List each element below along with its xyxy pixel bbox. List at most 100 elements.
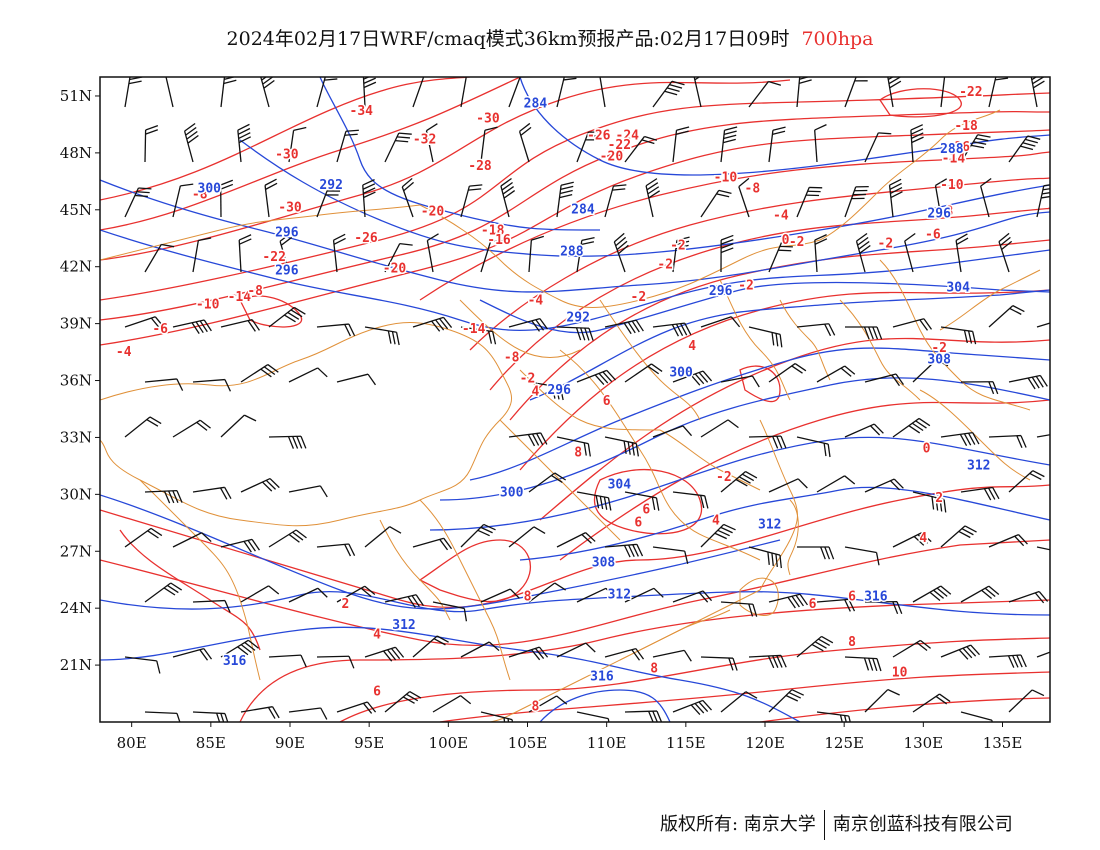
wind-barb-staff xyxy=(279,241,290,273)
wind-barb-feather xyxy=(534,648,545,659)
wind-barb-staff xyxy=(264,185,270,218)
wind-barb-feather xyxy=(972,432,980,445)
wind-barb-staff xyxy=(237,130,242,163)
wind-barb-staff xyxy=(1008,374,1041,383)
wind-barb-feather xyxy=(627,441,631,455)
wind-barb-feather xyxy=(170,582,183,591)
wind-barb-feather xyxy=(868,326,874,340)
wind-barb-feather xyxy=(554,472,567,481)
wind-barb-feather xyxy=(676,126,690,131)
wind-barb-staff xyxy=(748,654,781,658)
lat-tick-label: 48N xyxy=(60,144,92,162)
wind-barb-feather xyxy=(785,694,799,702)
wind-barb-feather xyxy=(383,650,393,662)
temperature-label: -2 xyxy=(878,237,894,252)
wind-barb-staff xyxy=(124,187,140,218)
wind-barb-feather xyxy=(502,186,514,195)
wind-barb-feather xyxy=(538,646,549,658)
temperature-label: 8 xyxy=(650,662,658,677)
temperature-label: -30 xyxy=(278,201,302,216)
wind-barb-feather xyxy=(191,322,200,334)
wind-barb-feather xyxy=(225,72,238,75)
wind-barb-staff xyxy=(672,130,678,163)
wind-barb-staff xyxy=(362,185,366,218)
wind-barb-feather xyxy=(167,584,179,594)
wind-barb-feather xyxy=(402,696,415,704)
wind-barb-feather xyxy=(616,240,628,251)
wind-barb-feather xyxy=(780,435,787,449)
wind-barb-feather xyxy=(716,193,730,198)
wind-barb-staff xyxy=(624,136,645,163)
wind-barb-feather xyxy=(890,186,903,195)
wind-barb-feather xyxy=(863,657,870,671)
temperature-label: 6 xyxy=(809,597,817,612)
wind-barb-staff xyxy=(720,601,753,605)
wind-barb-feather xyxy=(362,183,376,190)
wind-barb-feather xyxy=(1041,192,1050,195)
wind-barb-feather xyxy=(971,144,985,149)
temperature-label: -26 xyxy=(587,129,611,144)
wind-barb-feather xyxy=(519,122,531,132)
wind-barb-feather xyxy=(431,320,441,332)
wind-barb-feather xyxy=(694,702,705,714)
temperature-labels: -34-30-32 -26 -24-22-20-30-28-8-30 -20-18-1… xyxy=(114,83,984,716)
wind-barb-staff xyxy=(720,691,747,713)
wind-barb-feather xyxy=(435,319,445,331)
latitude-ticks: 51N 48N 45N 42N 39N 36N 33N 30N 27N 24N 21N xyxy=(60,87,100,674)
wind-barb-feather xyxy=(387,649,397,661)
wind-barb-feather xyxy=(280,236,293,246)
wind-barb-staff xyxy=(855,240,866,273)
wind-barb-staff xyxy=(720,130,726,163)
lon-tick-label: 120E xyxy=(745,734,785,752)
wind-barb-feather xyxy=(224,77,237,80)
height-label: 284 xyxy=(524,96,548,111)
wind-barb-feather xyxy=(237,127,251,135)
wind-barb-feather xyxy=(527,434,536,447)
wind-barb-feather xyxy=(348,543,356,556)
wind-barb-feather xyxy=(565,74,578,76)
wind-barb-feather xyxy=(628,544,635,558)
wind-barb-staff xyxy=(192,711,225,715)
wind-barb-feather xyxy=(980,177,992,187)
wind-barb-feather xyxy=(723,523,736,531)
wind-barb-feather xyxy=(176,378,184,391)
wind-barb-feather xyxy=(403,181,414,192)
wind-barb-staff xyxy=(624,363,652,383)
wind-barb-staff xyxy=(912,359,937,383)
wind-barb-feather xyxy=(635,443,640,457)
wind-barb-feather xyxy=(147,530,159,539)
wind-barb-feather xyxy=(732,658,738,671)
wind-barb-feather xyxy=(992,487,1000,500)
temperature-label: 2 xyxy=(935,491,943,506)
wind-barb-feather xyxy=(983,488,992,501)
wind-barb-feather xyxy=(675,323,684,336)
wind-barb-staff xyxy=(892,417,920,438)
wind-barb-feather xyxy=(426,123,438,132)
wind-barb-feather xyxy=(348,656,355,669)
temperature-label: 6 xyxy=(603,394,611,409)
wind-barb-feather xyxy=(317,587,328,598)
wind-barb-feather xyxy=(772,436,779,449)
wind-barb-staff xyxy=(556,642,587,658)
wind-barb-feather xyxy=(1069,432,1076,443)
wind-barb-staff xyxy=(700,190,720,218)
wind-barb-feather xyxy=(613,184,627,187)
wind-barb-feather xyxy=(261,68,272,76)
wind-barb-staff xyxy=(864,689,889,713)
wind-barb-feather xyxy=(196,421,208,431)
wind-barb-feather xyxy=(623,545,631,558)
wind-barb-feather xyxy=(176,713,181,722)
lat-tick-label: 42N xyxy=(60,258,92,276)
wind-barb-feather xyxy=(911,136,924,144)
map-content: -34-30-32 -26 -24-22-20-30-28-8-30 -20-18-1… xyxy=(100,68,1076,722)
wind-barb-staff xyxy=(912,585,942,603)
wind-barb-staff xyxy=(576,587,607,603)
wind-barb-feather xyxy=(635,648,645,660)
wind-barb-feather xyxy=(955,233,968,241)
wind-barb-staff xyxy=(508,77,521,108)
wind-barb-feather xyxy=(344,133,358,136)
wind-barb-feather xyxy=(772,130,786,136)
temperature-label: 4 xyxy=(532,385,540,400)
wind-barb-staff xyxy=(528,381,561,388)
wind-barb-feather xyxy=(581,237,595,242)
